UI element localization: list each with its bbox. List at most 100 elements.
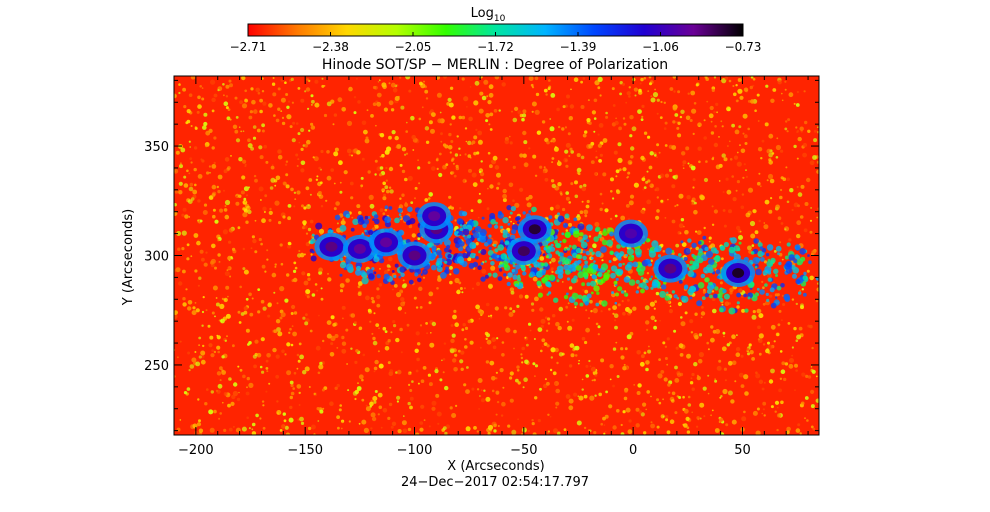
- granule: [459, 287, 463, 290]
- granule: [494, 306, 499, 311]
- granule: [334, 334, 339, 338]
- granule: [811, 346, 814, 350]
- plage-speckle: [427, 242, 433, 248]
- granule: [743, 134, 748, 139]
- granule: [720, 395, 723, 398]
- granule: [522, 130, 527, 136]
- granule: [326, 150, 330, 154]
- granule: [297, 418, 300, 421]
- granule: [185, 288, 188, 291]
- colorbar-label: Log10: [471, 6, 506, 24]
- granule: [662, 341, 666, 345]
- granule: [743, 374, 749, 380]
- granule: [728, 79, 732, 83]
- granule: [414, 348, 419, 353]
- sunspot-umbra: [325, 241, 338, 252]
- granule: [800, 303, 804, 308]
- granule: [455, 404, 458, 407]
- granule: [576, 153, 581, 158]
- granule: [599, 153, 604, 157]
- plage-speckle: [517, 274, 521, 279]
- granule: [408, 224, 413, 229]
- granule: [253, 174, 257, 178]
- granule: [439, 111, 442, 114]
- granule: [508, 277, 512, 281]
- granule: [718, 359, 722, 363]
- plage-speckle: [593, 236, 599, 242]
- granule: [584, 289, 589, 294]
- granule: [289, 380, 294, 385]
- granule: [341, 421, 344, 424]
- plage-speckle: [596, 273, 600, 277]
- granule: [762, 286, 765, 290]
- granule: [555, 406, 558, 409]
- granule: [323, 113, 328, 118]
- granule: [346, 120, 353, 126]
- granule: [568, 286, 573, 290]
- granule: [613, 150, 618, 155]
- granule: [238, 391, 240, 394]
- granule: [318, 314, 320, 317]
- granule: [448, 195, 452, 199]
- granule: [777, 80, 782, 85]
- granule: [333, 151, 339, 157]
- granule: [800, 401, 805, 406]
- granule: [801, 288, 804, 291]
- plage-speckle: [498, 264, 502, 269]
- plage-speckle: [350, 227, 355, 232]
- granule: [710, 325, 714, 329]
- granule: [793, 102, 796, 105]
- granule: [252, 125, 257, 129]
- granule: [690, 90, 696, 96]
- granule: [320, 297, 324, 301]
- plage-speckle: [529, 271, 536, 278]
- plage-speckle: [400, 272, 405, 277]
- granule: [650, 186, 653, 189]
- granule: [473, 100, 479, 106]
- granule: [196, 110, 200, 114]
- granule: [310, 122, 314, 126]
- granule: [257, 288, 261, 291]
- granule: [450, 324, 454, 327]
- granule: [268, 382, 271, 385]
- granule: [466, 366, 469, 369]
- granule: [378, 283, 383, 287]
- granule: [475, 242, 479, 246]
- plage-speckle: [394, 263, 399, 268]
- granule: [470, 209, 474, 213]
- colorbar-tick-label: −2.71: [230, 40, 267, 54]
- granule: [224, 199, 231, 206]
- granule: [786, 130, 789, 133]
- granule: [731, 123, 735, 128]
- granule: [737, 78, 742, 82]
- granule: [396, 395, 401, 400]
- granule: [310, 253, 313, 256]
- granule: [686, 195, 691, 200]
- plage-speckle: [334, 214, 341, 221]
- plage-speckle: [543, 262, 549, 267]
- granule: [817, 126, 819, 129]
- granule: [485, 119, 489, 123]
- plage-speckle: [639, 265, 646, 272]
- granule: [273, 329, 278, 334]
- plage-speckle: [632, 261, 639, 268]
- granule: [539, 286, 544, 290]
- granule: [565, 142, 571, 148]
- sunspot-umbra: [528, 224, 541, 235]
- granule: [280, 97, 286, 103]
- granule: [389, 386, 392, 389]
- granule: [285, 432, 291, 435]
- granule: [735, 84, 738, 87]
- granule: [537, 419, 541, 423]
- granule: [696, 425, 699, 428]
- granule: [640, 118, 644, 121]
- granule: [310, 424, 316, 430]
- plage-speckle: [364, 229, 367, 233]
- granule: [427, 197, 431, 200]
- granule: [203, 262, 208, 267]
- granule: [581, 186, 587, 192]
- granule: [371, 416, 377, 422]
- granule: [518, 294, 524, 299]
- plage-speckle: [498, 268, 503, 272]
- sunspot: [653, 254, 688, 283]
